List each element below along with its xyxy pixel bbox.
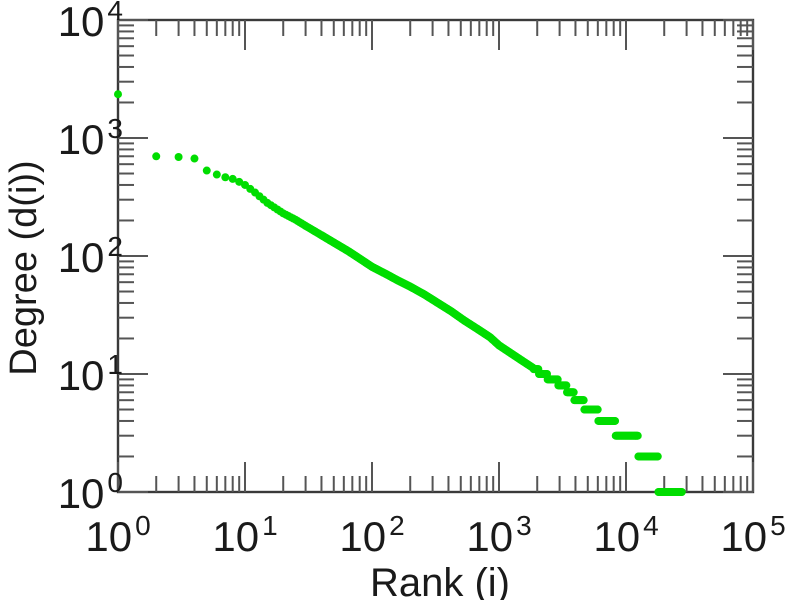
y-tick-label: 10 4 (58, 0, 123, 45)
y-tick-label: 10 2 (58, 231, 123, 281)
data-point (579, 396, 588, 405)
plot-border (116, 18, 755, 494)
data-series-points (114, 90, 686, 496)
data-point (562, 381, 571, 390)
x-axis-title: Rank (i) (370, 561, 510, 600)
data-point (228, 174, 237, 183)
data-point (221, 173, 230, 182)
x-tick-label: 10 3 (466, 510, 531, 560)
data-point (190, 154, 199, 163)
data-point (152, 152, 161, 161)
y-tick-label: 10 1 (58, 349, 123, 399)
axis-ticks (117, 19, 754, 493)
x-tick-label: 10 2 (339, 510, 404, 560)
x-tick-label: 10 4 (593, 510, 658, 560)
data-point (114, 90, 122, 99)
y-axis-title: Degree (d(i)) (3, 160, 45, 375)
x-tick-label: 10 0 (85, 510, 150, 560)
x-axis-tick-labels: 10 0 10 1 10 2 10 3 10 4 10 5 (85, 510, 785, 560)
plot-frame (116, 18, 755, 494)
data-point (202, 166, 211, 175)
data-point (611, 416, 620, 425)
data-point (677, 488, 686, 496)
data-point (633, 431, 642, 440)
data-point (593, 405, 602, 414)
x-tick-label: 10 5 (720, 510, 785, 560)
y-tick-label: 10 0 (58, 467, 123, 517)
x-tick-label: 10 1 (212, 510, 277, 560)
data-point (569, 388, 578, 397)
data-point (212, 170, 221, 179)
y-tick-label: 10 3 (58, 113, 123, 163)
data-point (553, 375, 562, 384)
data-point (174, 153, 183, 162)
data-point (653, 452, 662, 461)
